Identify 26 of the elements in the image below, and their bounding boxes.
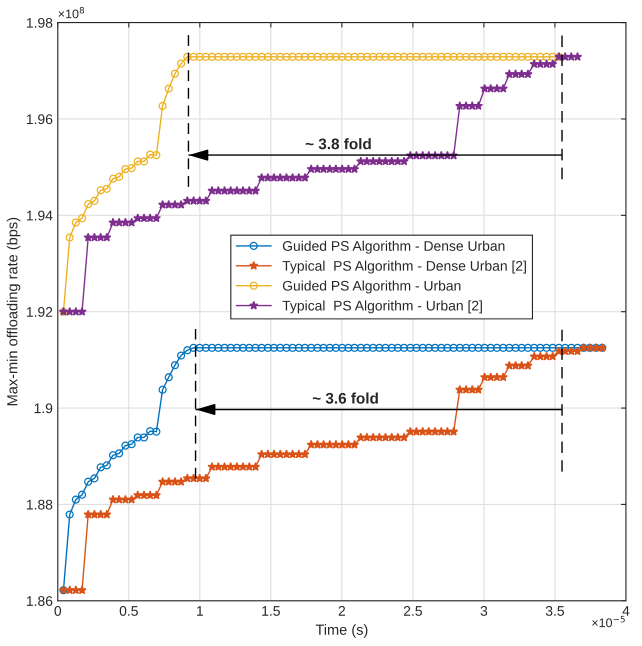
y-tick-label: 1.96 (26, 114, 52, 124)
x-tick-label: 2 (338, 606, 346, 616)
annotation: ~ 3.6 fold (312, 392, 378, 404)
y-tick-label: 1.88 (26, 500, 52, 510)
x-tick-label: 4 (622, 606, 630, 616)
annotation: ~ 3.8 fold (306, 138, 371, 150)
legend-label: Typical PS Algorithm - Urban [2] (282, 300, 482, 314)
y-tick-label: 1.94 (26, 210, 53, 221)
x-tick-label: 0 (54, 606, 62, 616)
x-axis-title: Time (s) (316, 624, 368, 638)
y-tick-label: 1.86 (26, 596, 52, 606)
x-tick-label: 1 (197, 606, 204, 616)
x-tick-label: 2.5 (404, 606, 422, 616)
legend-label: Typical PS Algorithm - Dense Urban [2] (282, 260, 526, 274)
y-tick-label: 1.98 (26, 18, 52, 28)
y-tick-label: 1.9 (34, 403, 52, 414)
text: ×10$^{−5}$ (592, 616, 625, 628)
x-tick-label: 3.5 (546, 606, 564, 616)
legend-label: Guided PS Algorithm - Urban (282, 280, 460, 294)
y-tick-label: 1.92 (26, 307, 52, 317)
x-tick-label: 3 (480, 606, 488, 616)
x-tick-label: 1.5 (262, 606, 280, 616)
y-axis-title: Max-min offloading rate (bps) (6, 218, 20, 406)
text: ×10$^{8}$ (58, 6, 84, 18)
legend-label: Guided PS Algorithm - Dense Urban (282, 240, 504, 254)
x-tick-label: 0.5 (120, 606, 138, 616)
